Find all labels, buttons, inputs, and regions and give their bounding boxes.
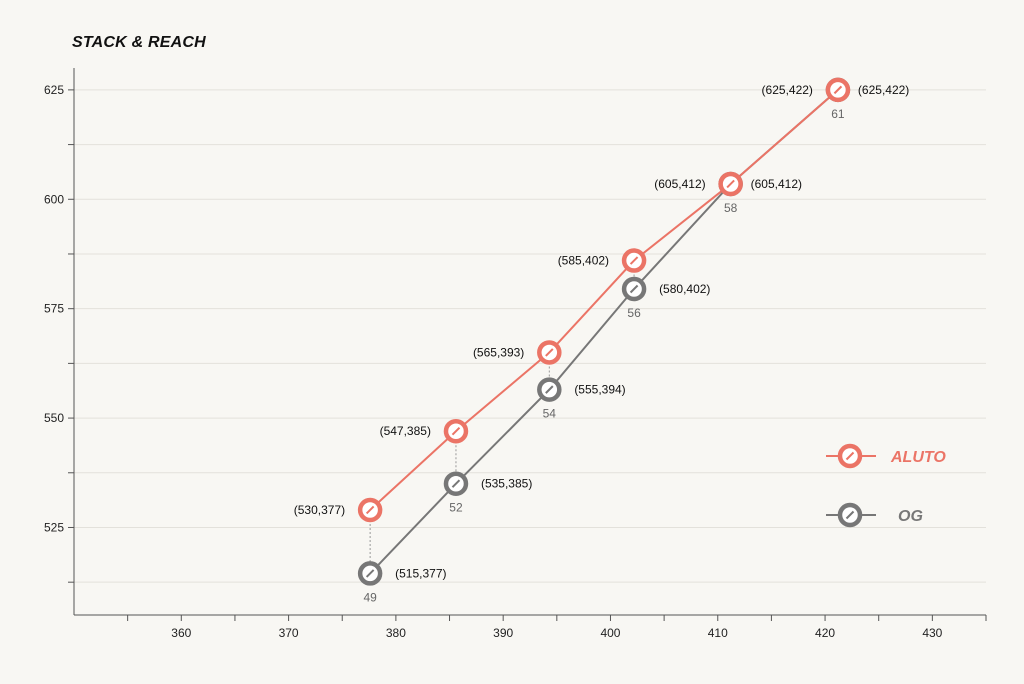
og-size-label: 61	[831, 107, 845, 121]
aluto-point	[537, 340, 562, 365]
series-line-og	[369, 89, 839, 575]
og-point-label: (555,394)	[574, 383, 625, 397]
og-point	[537, 377, 562, 402]
y-tick-label: 575	[44, 302, 64, 316]
og-size-label: 49	[363, 590, 377, 604]
marker-slash	[845, 510, 855, 520]
marker-slash	[845, 451, 855, 461]
marker-slash	[629, 284, 639, 294]
og-point-label: (580,402)	[659, 282, 710, 296]
y-tick-label: 625	[44, 83, 64, 97]
legend-label: OG	[898, 508, 923, 525]
legend: ALUTO OG	[826, 443, 946, 528]
chart-title: STACK & REACH	[72, 34, 206, 51]
og-point	[443, 471, 469, 496]
marker-slash	[629, 256, 639, 265]
grid-layer	[74, 89, 986, 583]
marker-slash	[451, 427, 461, 436]
og-size-label: 54	[543, 407, 557, 421]
marker-layer	[357, 77, 851, 586]
y-tick-label: 525	[44, 520, 64, 534]
legend-marker	[837, 502, 863, 528]
aluto-point	[443, 418, 469, 444]
marker-slash	[545, 385, 554, 394]
marker-slash	[365, 569, 375, 578]
marker-slash	[833, 85, 843, 95]
x-tick-label: 370	[279, 626, 299, 640]
og-point-label: (625,422)	[858, 83, 909, 97]
connector-layer	[369, 270, 635, 564]
aluto-point-label: (565,393)	[473, 345, 524, 359]
og-size-label: 56	[627, 306, 641, 320]
y-tick-label: 600	[44, 192, 64, 206]
aluto-point	[621, 248, 647, 273]
legend-marker	[837, 443, 863, 469]
axis-layer: 525 550 575 600 625 360 370 380 390 400 410 420 430	[44, 68, 987, 640]
aluto-point-label: (585,402)	[558, 254, 609, 268]
og-point	[357, 561, 383, 586]
aluto-point-label: (625,422)	[762, 83, 813, 97]
x-tick-label: 400	[600, 626, 620, 640]
og-size-label: 58	[724, 201, 738, 215]
og-point-label: (515,377)	[395, 566, 446, 580]
legend-label: ALUTO	[890, 449, 946, 466]
series-line-aluto	[369, 89, 839, 511]
label-layer: (515,377) 49 (535,385) 52 (555,394) 54 (580,40…	[294, 83, 910, 605]
og-point-label: (605,412)	[751, 177, 802, 191]
og-point-label: (535,385)	[481, 477, 532, 491]
marker-slash	[726, 179, 735, 189]
x-tick-label: 380	[386, 626, 406, 640]
x-tick-label: 430	[922, 626, 942, 640]
aluto-point-label: (605,412)	[654, 177, 705, 191]
x-tick-label: 360	[171, 626, 191, 640]
aluto-point-label: (547,385)	[380, 424, 431, 438]
aluto-point-label: (530,377)	[294, 503, 345, 517]
line-layer	[369, 89, 839, 575]
og-point	[621, 276, 647, 302]
marker-slash	[545, 348, 554, 357]
aluto-point	[718, 171, 743, 197]
marker-slash	[365, 505, 375, 515]
x-tick-label: 420	[815, 626, 835, 640]
x-tick-label: 390	[493, 626, 513, 640]
aluto-point	[825, 77, 851, 103]
aluto-point	[357, 497, 383, 523]
y-tick-label: 550	[44, 411, 64, 425]
og-size-label: 52	[449, 501, 463, 515]
marker-slash	[451, 479, 461, 488]
x-tick-label: 410	[708, 626, 728, 640]
